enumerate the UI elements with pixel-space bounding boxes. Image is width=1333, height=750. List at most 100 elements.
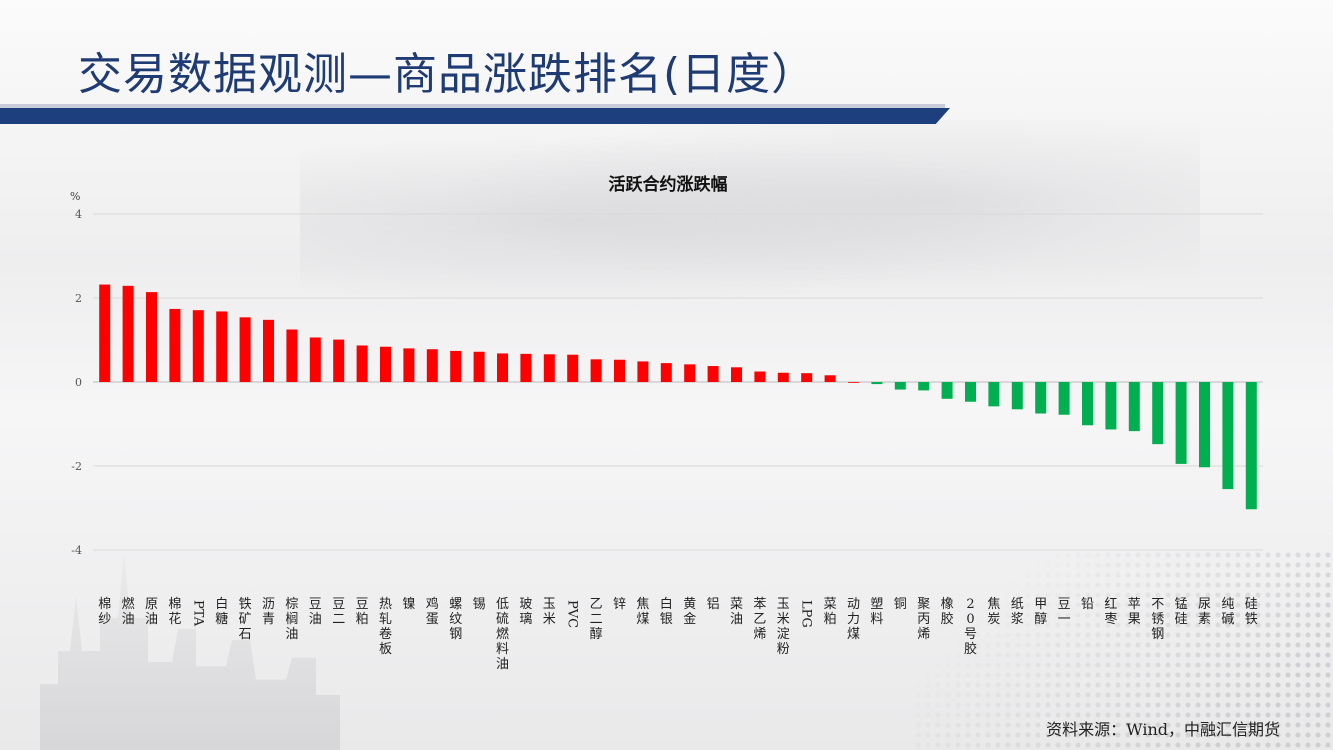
bar — [122, 285, 134, 382]
x-tick-label: 白银 — [660, 596, 673, 627]
bar — [356, 345, 368, 382]
x-tick-label: 菜粕 — [824, 597, 837, 627]
x-tick-label: LPG — [799, 600, 814, 628]
x-tick-label: 锌 — [613, 597, 626, 612]
title-band — [0, 108, 950, 124]
x-tick-label: 原油 — [145, 597, 158, 627]
y-axis-unit: % — [70, 190, 80, 203]
x-tick-label: 玉米淀粉 — [777, 597, 790, 657]
bar — [731, 367, 742, 382]
bar — [426, 349, 438, 382]
bar — [216, 311, 228, 382]
world-map-decoration — [300, 120, 1200, 320]
bar — [263, 319, 274, 382]
x-tick-label: 铅 — [1081, 597, 1094, 612]
x-tick-label: 苹果 — [1128, 597, 1141, 627]
bar — [286, 329, 298, 382]
bar — [777, 372, 789, 382]
x-tick-label: 豆油 — [309, 597, 322, 627]
bar — [590, 359, 602, 382]
bar — [824, 375, 836, 382]
source-note: 资料来源：Wind，中融汇信期货 — [1046, 720, 1280, 739]
bar — [848, 382, 859, 383]
bar — [1199, 382, 1210, 468]
x-tick-label: 不锈钢 — [1151, 597, 1164, 642]
bar — [637, 361, 649, 382]
y-tick-label: 0 — [75, 376, 82, 389]
x-tick-label: 铝 — [707, 597, 720, 612]
bar — [684, 364, 696, 382]
title-band-highlight — [0, 104, 945, 108]
bar — [473, 351, 485, 382]
x-tick-label: 尿素 — [1198, 597, 1211, 627]
bar — [146, 292, 157, 382]
x-tick-label: 乙二醇 — [590, 597, 603, 642]
bar — [497, 353, 508, 382]
x-tick-label: 鸡蛋 — [426, 596, 439, 627]
bar — [450, 350, 462, 382]
x-tick-label: 棉花 — [168, 597, 181, 627]
bar — [1128, 382, 1140, 432]
x-tick-label: 甲醇 — [1034, 597, 1047, 627]
bar — [1245, 382, 1257, 510]
bar — [567, 354, 579, 382]
x-tick-label: 纸浆 — [1011, 597, 1024, 627]
bar — [1222, 382, 1234, 490]
bar — [918, 382, 930, 391]
x-tick-label: 塑料 — [870, 597, 883, 627]
y-tick-label: 4 — [75, 208, 82, 221]
x-tick-label: 动力煤 — [847, 597, 860, 642]
bar — [1082, 382, 1093, 426]
x-tick-label: 玉米 — [543, 597, 556, 627]
bar — [309, 337, 321, 382]
x-tick-label: 锡 — [473, 597, 486, 612]
slide-title: 交易数据观测—商品涨跌排名(日度） — [78, 49, 817, 100]
x-tick-label: 低硫燃料油 — [496, 597, 509, 672]
bar — [192, 310, 204, 382]
x-tick-label: 焦煤 — [636, 597, 649, 627]
bar — [99, 284, 111, 382]
bar — [520, 353, 532, 382]
x-tick-label: 红枣 — [1104, 596, 1117, 627]
x-tick-label: 豆粕 — [356, 597, 369, 627]
bar — [1175, 382, 1187, 464]
bar — [169, 308, 181, 382]
bar — [1035, 382, 1047, 414]
bar — [333, 339, 345, 382]
bar — [1011, 382, 1023, 410]
bar — [403, 348, 415, 382]
x-tick-label: 豆二 — [332, 597, 345, 627]
bar — [754, 371, 766, 382]
x-tick-label: 黄金 — [683, 597, 696, 627]
bar — [614, 359, 625, 382]
x-tick-label: 铜 — [894, 597, 907, 612]
bar — [894, 382, 906, 390]
y-tick-label: -2 — [71, 460, 82, 473]
bar — [801, 373, 813, 382]
x-tick-label: 棉纱 — [98, 597, 111, 627]
x-tick-label: 螺纹钢 — [449, 597, 462, 642]
bar — [965, 382, 976, 402]
x-tick-label: PVC — [565, 600, 580, 628]
x-tick-label: 2 0 号胶 — [964, 597, 977, 657]
bar — [543, 354, 555, 382]
x-tick-label: 铁矿石 — [239, 597, 252, 642]
x-tick-label: 燃油 — [122, 596, 135, 627]
y-tick-label: -4 — [71, 544, 82, 557]
x-tick-label: 豆一 — [1058, 597, 1071, 627]
x-tick-label: 镍 — [402, 597, 415, 612]
x-tick-label: 橡胶 — [941, 597, 954, 627]
x-tick-label: 焦炭 — [987, 597, 1000, 627]
x-tick-label: 玻璃 — [519, 597, 532, 627]
x-tick-label: 菜油 — [730, 597, 743, 627]
x-tick-label: 锰硅 — [1175, 597, 1188, 627]
y-tick-label: 2 — [75, 292, 82, 305]
x-tick-label: PTA — [190, 600, 205, 627]
bar — [380, 346, 391, 382]
x-tick-label: 聚丙烯 — [917, 597, 930, 642]
bar — [988, 382, 1000, 407]
x-tick-label: 苯乙烯 — [753, 597, 766, 642]
chart-title: 活跃合约涨跌幅 — [609, 174, 728, 195]
bar — [1152, 382, 1164, 445]
